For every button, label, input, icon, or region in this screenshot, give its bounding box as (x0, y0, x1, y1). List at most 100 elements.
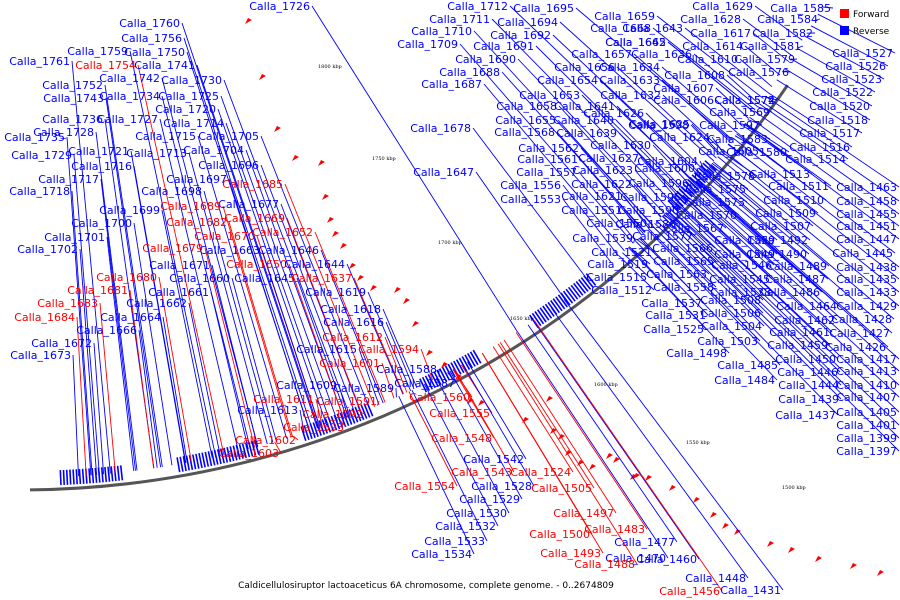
feature-label: Calla_1615 (296, 343, 357, 356)
axis-tick-label: 1650 kbp (510, 316, 534, 322)
feature-callout-line (633, 53, 733, 140)
feature-label: Calla_1592 (302, 408, 363, 421)
feature-label: Calla_1522 (812, 86, 873, 99)
feature-label: Calla_1579 (734, 53, 795, 66)
feature-label: Calla_1668 (590, 22, 651, 35)
feature-label: Calla_1692 (490, 29, 551, 42)
feature-callout-line (203, 190, 274, 443)
feature-label: Calla_1613 (237, 404, 298, 417)
feature-callout-line (517, 331, 669, 559)
feature-callout-line (137, 64, 225, 456)
feature-callout-line (462, 363, 535, 487)
feature-callout-line (797, 45, 804, 49)
feature-label: Calla_1712 (447, 0, 508, 13)
feature-callout-line (562, 198, 612, 263)
feature-callout-line (715, 87, 749, 119)
feature-label: Calla_1734 (99, 90, 160, 103)
feature-callout-line (533, 320, 723, 592)
forward-feature-glyph (613, 457, 620, 463)
feature-label: Calla_1717 (38, 173, 99, 186)
reverse-feature-mark (469, 351, 479, 366)
reverse-feature-mark (421, 376, 431, 391)
feature-callout-line (260, 135, 371, 409)
feature-callout-line (652, 27, 756, 111)
feature-callout-line (764, 95, 900, 188)
feature-callout-line (411, 389, 488, 542)
feature-label: Calla_1617 (690, 27, 751, 40)
feature-label: Calla_1488 (574, 558, 635, 571)
reverse-feature-mark (433, 371, 442, 386)
feature-label: Calla_1575 (685, 183, 746, 196)
feature-label: Calla_1563 (646, 268, 707, 281)
forward-feature-glyph (669, 485, 676, 491)
feature-label: Calla_1682 (166, 216, 227, 229)
reverse-feature-mark (251, 440, 257, 456)
feature-callout-line (563, 299, 784, 591)
feature-label: Calla_1399 (836, 432, 897, 445)
feature-callout-line (472, 127, 589, 282)
feature-callout-line (666, 210, 900, 439)
reverse-feature-mark (363, 403, 371, 418)
reverse-feature-mark (534, 311, 545, 325)
reverse-feature-mark (72, 469, 75, 485)
feature-callout-line (696, 179, 900, 360)
feature-label: Calla_1585 (770, 2, 831, 15)
feature-callout-line (338, 384, 349, 418)
feature-callout-line (599, 79, 701, 177)
reverse-feature-mark (59, 470, 62, 486)
feature-callout-line (680, 196, 773, 280)
feature-callout-line (204, 247, 256, 448)
feature-label: Calla_1551 (561, 204, 622, 217)
feature-label: Calla_1683 (37, 297, 98, 310)
reverse-feature-mark (682, 183, 695, 196)
feature-label: Calla_1518 (807, 114, 868, 127)
feature-callout-line (503, 339, 617, 514)
legend-forward-swatch (840, 9, 849, 18)
forward-feature-glyph (327, 217, 334, 223)
reverse-feature-mark (547, 301, 558, 316)
feature-label: Calla_1760 (119, 17, 180, 30)
feature-callout-line (640, 157, 679, 201)
feature-label: Calla_1504 (701, 320, 762, 333)
feature-callout-line (662, 94, 723, 152)
feature-callout-line (475, 171, 565, 300)
feature-callout-line (659, 218, 842, 400)
feature-callout-line (678, 196, 684, 200)
feature-label: Calla_1554 (394, 480, 455, 493)
reverse-feature-mark (565, 288, 576, 302)
feature-label: Calla_1637 (291, 272, 352, 285)
feature-label: Calla_1704 (183, 144, 244, 157)
reverse-feature-mark (303, 425, 310, 441)
reverse-feature-mark (223, 447, 229, 463)
feature-label: Calla_1627 (578, 152, 639, 165)
forward-feature-glyph (349, 263, 356, 269)
feature-label: Calla_1537 (641, 297, 702, 310)
feature-label: Calla_1428 (831, 313, 892, 326)
feature-callout-line (581, 94, 682, 197)
feature-label: Calla_1720 (155, 103, 216, 116)
feature-label: Calla_1650 (226, 258, 287, 271)
reverse-feature-mark (669, 197, 682, 210)
feature-label: Calla_1470 (605, 552, 666, 565)
feature-label: Calla_1663 (199, 244, 260, 257)
reverse-feature-mark (330, 415, 338, 431)
feature-callout-line (552, 34, 702, 176)
feature-label: Calla_1609 (276, 379, 337, 392)
feature-label: Calla_1448 (685, 572, 746, 585)
reverse-feature-mark (436, 369, 445, 384)
feature-label: Calla_1489 (766, 260, 827, 273)
reverse-feature-mark (685, 181, 698, 193)
feature-label: Calla_1681 (67, 284, 128, 297)
feature-label: Calla_1611 (253, 393, 314, 406)
feature-label: Calla_1525 (643, 323, 704, 336)
feature-label: Calla_1530 (446, 507, 507, 520)
feature-label: Calla_1553 (500, 193, 561, 206)
feature-callout-line (732, 137, 900, 268)
feature-label: Calla_1578 (694, 170, 755, 183)
feature-callout-line (217, 108, 328, 426)
feature-label: Calla_1557 (516, 166, 577, 179)
reverse-feature-mark (81, 468, 85, 484)
feature-callout-line (95, 131, 138, 471)
feature-label: Calla_1614 (682, 40, 743, 53)
feature-callout-line (700, 175, 778, 241)
